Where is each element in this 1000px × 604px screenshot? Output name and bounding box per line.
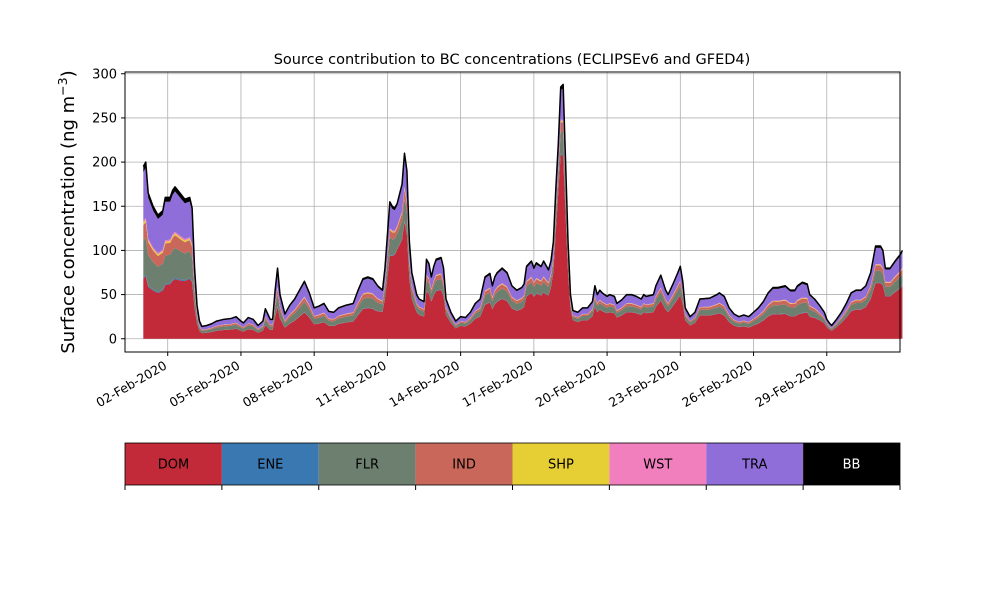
x-tick-label: 26-Feb-2020: [679, 358, 755, 410]
y-tick-label: 0: [109, 332, 117, 347]
legend-label-wst: WST: [643, 458, 672, 473]
legend-label-ene: ENE: [257, 458, 283, 473]
x-tick-label: 20-Feb-2020: [533, 358, 609, 410]
y-axis-label-superscript: −3: [55, 77, 70, 95]
y-tick-label: 250: [92, 111, 117, 126]
y-axis-label: Surface concentration (ng m−3): [55, 70, 79, 353]
y-tick-label: 50: [100, 288, 117, 303]
grid-lines: [125, 72, 900, 352]
area-series: [142, 83, 904, 339]
axes: 0 50 100 150 200 250 300 02-Feb-202005-Feb-2020…: [92, 67, 901, 410]
x-tick-label: 08-Feb-2020: [240, 358, 316, 410]
legend-swatch-tra: [706, 443, 804, 485]
total-concentration-line: [142, 83, 904, 328]
legend-swatch-dom: [125, 443, 222, 485]
legend-label-flr: FLR: [355, 458, 379, 473]
legend-swatch-ene: [221, 443, 319, 485]
plot-frame: [124, 71, 901, 353]
legend-label-dom: DOM: [158, 458, 189, 473]
x-tick-label: 14-Feb-2020: [386, 358, 462, 410]
area-series-tra: [143, 87, 903, 330]
x-tick-label: 23-Feb-2020: [606, 358, 682, 410]
y-tick-label: 150: [92, 200, 117, 215]
chart-title: Source contribution to BC concentrations…: [274, 52, 751, 68]
color-legend: DOM ENE FLR IND SHP WST TRA BB: [124, 442, 901, 490]
legend-label-shp: SHP: [548, 458, 574, 473]
legend-label-ind: IND: [452, 458, 476, 473]
y-axis-label-close: ): [58, 70, 79, 77]
x-tick-label: 11-Feb-2020: [313, 358, 389, 410]
legend-swatch-flr: [318, 443, 416, 485]
y-tick-label: 100: [92, 244, 117, 259]
legend-swatch-wst: [609, 443, 707, 485]
x-tick-label: 02-Feb-2020: [93, 358, 169, 410]
y-tick-label: 200: [92, 156, 117, 171]
x-tick-label: 05-Feb-2020: [167, 358, 243, 410]
legend-swatch-shp: [512, 443, 610, 485]
legend-swatch-bb: [803, 443, 900, 485]
x-tick-label: 17-Feb-2020: [460, 358, 536, 410]
y-tick-label: 300: [92, 67, 117, 82]
legend-swatch-ind: [415, 443, 513, 485]
legend-label-tra: TRA: [741, 458, 767, 473]
x-tick-label: 29-Feb-2020: [752, 358, 828, 410]
legend-label-bb: BB: [843, 458, 861, 473]
y-axis-label-main: Surface concentration (ng m: [58, 96, 79, 354]
